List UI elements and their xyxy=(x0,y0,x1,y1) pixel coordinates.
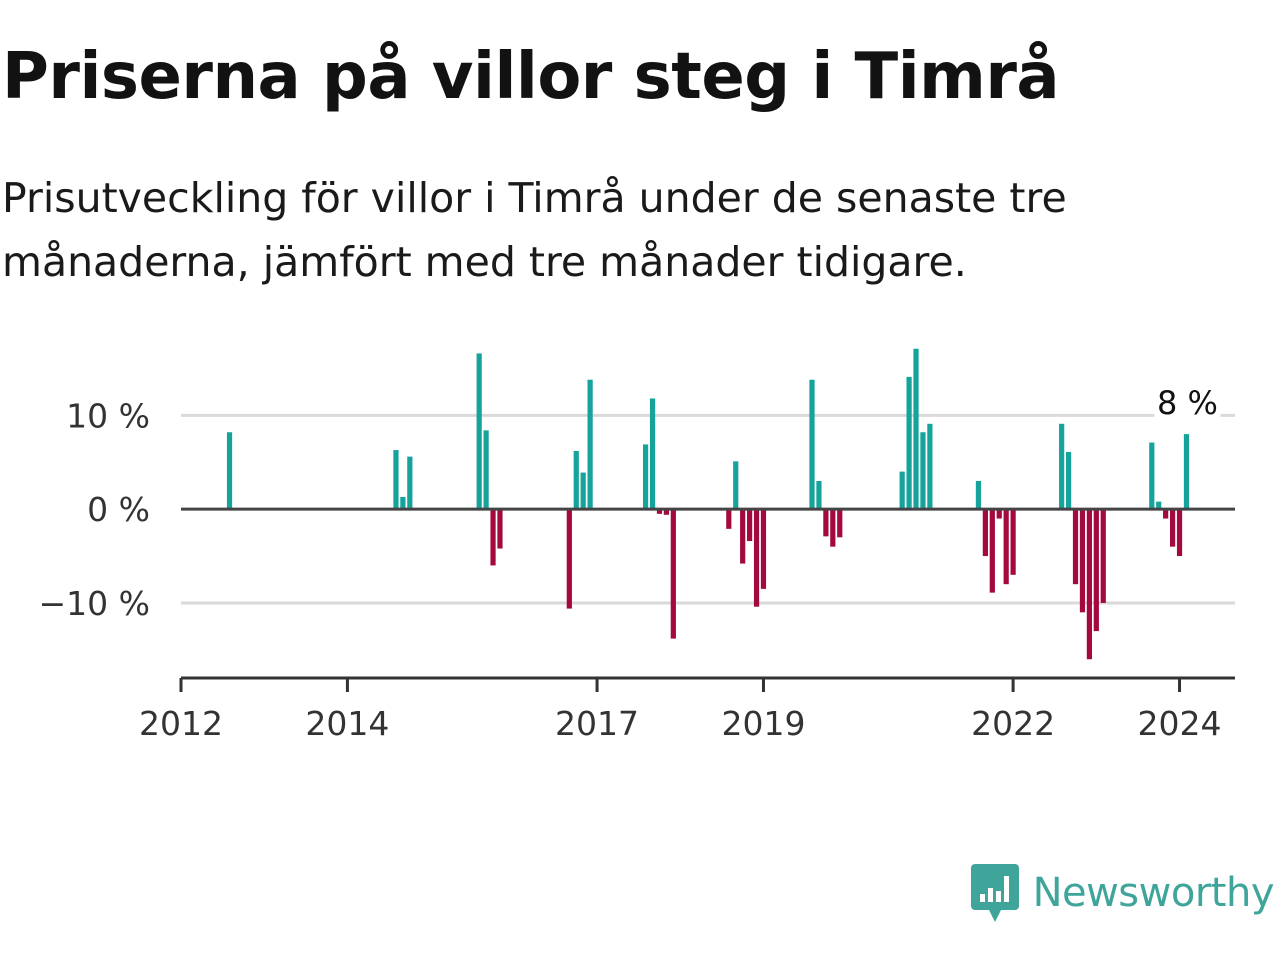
bar-2019-11 xyxy=(830,509,836,547)
y-tick-label: −10 % xyxy=(39,584,151,623)
bar-2021-01 xyxy=(927,423,933,510)
bar-2023-11 xyxy=(1163,509,1169,519)
bar-2021-12 xyxy=(1003,509,1009,585)
bar-2018-12 xyxy=(753,509,760,607)
bar-2022-11 xyxy=(1079,509,1086,613)
bar-2023-01 xyxy=(1093,509,1099,632)
bar-2018-08 xyxy=(726,509,732,529)
latest-value-label: 8 % xyxy=(1157,384,1218,422)
chart-title: Priserna på villor steg i Timrå xyxy=(2,40,1060,114)
bar-2021-08 xyxy=(975,481,982,510)
bar-2016-09 xyxy=(566,509,572,609)
brand-logo: Newsworthy xyxy=(970,864,1275,922)
x-tick-label: 2012 xyxy=(139,704,223,743)
bar-2014-09 xyxy=(400,496,406,510)
x-tick-label: 2024 xyxy=(1138,704,1222,743)
bar-2014-08 xyxy=(393,450,399,510)
bar-2023-10 xyxy=(1156,501,1162,510)
y-tick-label: 0 % xyxy=(87,490,150,529)
bar-2024-02 xyxy=(1183,434,1190,510)
bar-chart-speech-bubble-icon xyxy=(970,864,1019,922)
bar-2022-10 xyxy=(1072,509,1079,585)
bar-2017-10 xyxy=(656,509,663,514)
bar-2019-10 xyxy=(823,509,829,537)
bar-2022-12 xyxy=(1086,509,1092,660)
bar-2019-09 xyxy=(816,481,822,510)
annotation-background xyxy=(1154,384,1221,424)
bar-2015-09 xyxy=(483,430,489,510)
bar-2017-09 xyxy=(649,398,656,510)
bar-2017-08 xyxy=(642,444,649,510)
bar-2022-01 xyxy=(1010,509,1016,575)
bar-2016-11 xyxy=(580,472,586,510)
bar-2023-02 xyxy=(1100,509,1106,603)
chart-subtitle: Prisutveckling för villor i Timrå under … xyxy=(2,174,1067,286)
bar-2020-12 xyxy=(920,432,926,510)
x-axis: 2012 2014 2017 2019 2022 2024 xyxy=(139,676,1235,743)
bar-2024-01 xyxy=(1176,509,1183,557)
bar-2022-09 xyxy=(1065,451,1072,510)
bar-2018-10 xyxy=(740,509,746,564)
annotation-layer: 8 % xyxy=(1154,384,1221,424)
bar-2014-10 xyxy=(407,456,413,510)
bar-2020-10 xyxy=(906,376,912,510)
x-tick-label: 2017 xyxy=(555,704,639,743)
bar-2017-11 xyxy=(663,509,669,515)
bar-2016-12 xyxy=(587,379,593,510)
bar-2022-08 xyxy=(1059,423,1065,510)
bar-2021-09 xyxy=(982,509,988,557)
bar-2018-09 xyxy=(733,461,739,510)
bar-2021-11 xyxy=(996,509,1002,519)
bar-2021-10 xyxy=(989,509,995,593)
bar-2012-08 xyxy=(226,432,233,510)
bar-2016-10 xyxy=(573,451,579,510)
bar-2019-08 xyxy=(809,379,815,510)
bar-2015-08 xyxy=(476,353,482,510)
y-tick-label: 10 % xyxy=(66,396,150,435)
grid-lines xyxy=(181,413,1235,605)
x-tick-label: 2014 xyxy=(305,704,389,743)
brand-name: Newsworthy xyxy=(1032,870,1275,916)
bar-2023-09 xyxy=(1149,442,1155,510)
bar-2015-10 xyxy=(490,509,496,566)
y-axis-ticks: 10 % 0 % −10 % xyxy=(39,396,151,623)
bar-2015-11 xyxy=(497,509,503,549)
x-tick-label: 2019 xyxy=(721,704,805,743)
x-tick-label: 2022 xyxy=(971,704,1055,743)
bar-2020-09 xyxy=(899,471,905,510)
bar-2020-11 xyxy=(913,348,919,510)
bar-2023-12 xyxy=(1169,509,1176,547)
bar-2019-01 xyxy=(760,509,767,589)
bar-2019-12 xyxy=(837,509,843,538)
bar-2018-11 xyxy=(747,509,753,542)
bar-2017-12 xyxy=(670,509,676,639)
bars xyxy=(226,348,1190,660)
